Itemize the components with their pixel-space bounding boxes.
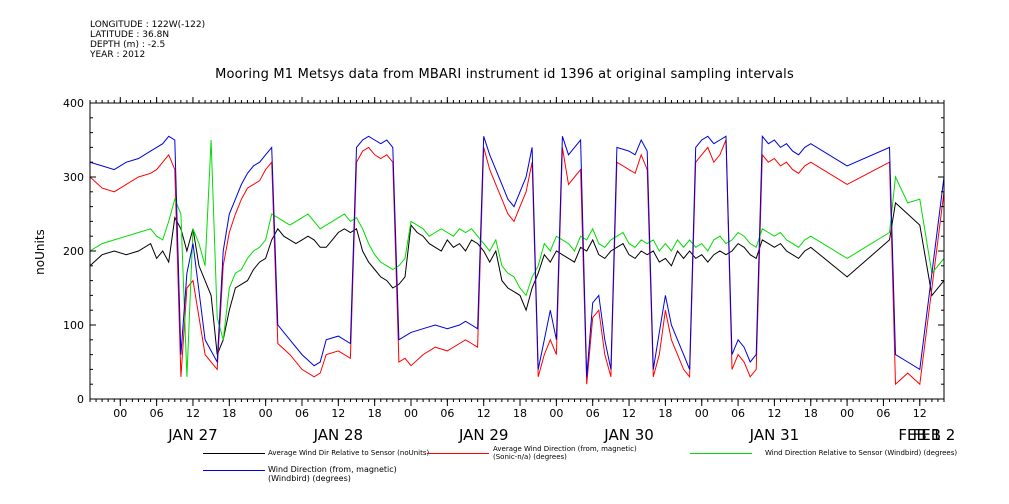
x-tick-label: 12 — [622, 407, 636, 420]
y-axis-label: noUnits — [33, 229, 47, 275]
legend-swatch-1 — [427, 453, 489, 454]
x-tick-label: 06 — [150, 407, 164, 420]
y-tick-label: 100 — [63, 319, 84, 332]
x-tick-label: 12 — [477, 407, 491, 420]
x-tick-label: 12 — [186, 407, 200, 420]
legend-label-3: Wind Direction (from, magnetic) (Windbir… — [268, 465, 397, 483]
date-label: JAN 31 — [749, 426, 800, 444]
legend-label-1: Average Wind Direction (from, magnetic) … — [493, 445, 637, 461]
latitude-label: LATITUDE : 36.8N — [90, 30, 170, 40]
y-tick-label: 200 — [63, 245, 84, 258]
x-tick-label: 06 — [731, 407, 745, 420]
x-tick-label: 12 — [767, 407, 781, 420]
x-tick-label: 06 — [440, 407, 454, 420]
y-tick-label: 300 — [63, 171, 84, 184]
x-tick-label: 00 — [549, 407, 563, 420]
x-tick-label: 00 — [840, 407, 854, 420]
year-label: YEAR : 2012 — [90, 50, 146, 60]
x-tick-label: 12 — [913, 407, 927, 420]
x-tick-label: 00 — [404, 407, 418, 420]
series-line-2 — [90, 139, 944, 377]
legend-swatch-3 — [203, 470, 265, 471]
y-tick-label: 0 — [77, 393, 84, 406]
legend-swatch-2 — [690, 453, 752, 454]
series-line-1 — [90, 139, 944, 386]
x-tick-label: 06 — [876, 407, 890, 420]
date-label: JAN 29 — [458, 426, 509, 444]
date-label: JAN 30 — [603, 426, 654, 444]
date-label: JAN 27 — [167, 426, 218, 444]
series-line-3 — [90, 134, 944, 377]
x-tick-label: 18 — [222, 407, 236, 420]
longitude-label: LONGITUDE : 122W(-122) — [90, 20, 206, 30]
legend-swatch-0 — [203, 453, 265, 454]
date-label: JAN 28 — [313, 426, 364, 444]
legend-label-0: Average Wind Dir Relative to Sensor (noU… — [268, 449, 430, 457]
chart-title: Mooring M1 Metsys data from MBARI instru… — [215, 67, 794, 82]
x-tick-label: 00 — [695, 407, 709, 420]
x-tick-label: 12 — [331, 407, 345, 420]
x-tick-label: 18 — [804, 407, 818, 420]
depth-label: DEPTH (m) : -2.5 — [90, 40, 166, 50]
x-tick-label: 00 — [113, 407, 127, 420]
x-tick-label: 18 — [513, 407, 527, 420]
legend-label-2: Wind Direction Relative to Sensor (Windb… — [765, 449, 958, 457]
x-tick-label: 06 — [295, 407, 309, 420]
x-tick-label: 00 — [259, 407, 273, 420]
y-tick-label: 400 — [63, 97, 84, 110]
series-line-0 — [90, 201, 944, 355]
metadata-block: LONGITUDE : 122W(-122) LATITUDE : 36.8N … — [90, 20, 205, 60]
x-tick-label: 18 — [658, 407, 672, 420]
date-label: FEB 2 — [913, 426, 956, 444]
x-tick-label: 06 — [586, 407, 600, 420]
x-tick-label: 18 — [368, 407, 382, 420]
date-label: FEB 1 — [898, 426, 941, 444]
